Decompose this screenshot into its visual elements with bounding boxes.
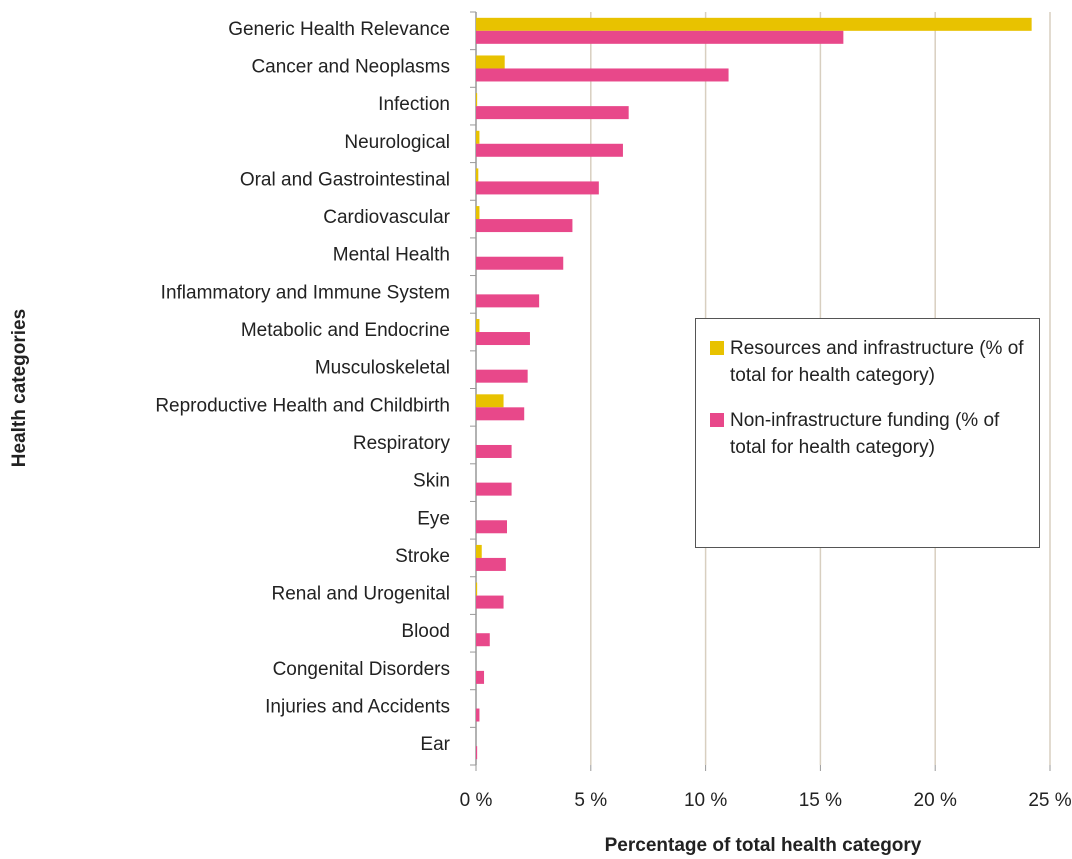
bar [476,544,482,558]
x-tick-label: 20 % [914,790,957,811]
bar [476,256,564,270]
y-tick-label: Blood [401,621,450,642]
y-axis-label: Health categories [9,309,30,467]
y-tick-label: Eye [417,508,450,529]
bar [476,407,525,421]
legend: Resources and infrastructure (% of total… [695,318,1040,548]
bar [476,168,479,182]
bar [476,93,478,107]
legend-swatch [710,413,724,427]
legend-entry: Non-infrastructure funding (% of total f… [710,407,1029,461]
bar [476,106,629,120]
x-tick-label: 0 % [460,790,493,811]
x-tick-label: 5 % [574,790,607,811]
bar [476,520,507,534]
legend-swatch [710,341,724,355]
y-tick-label: Musculoskeletal [315,358,450,379]
bar [476,444,512,458]
y-tick-label: Ear [420,734,450,755]
bar [476,746,478,760]
bar [476,68,729,82]
x-tick-label: 10 % [684,790,727,811]
x-tick-label: 25 % [1028,790,1071,811]
y-tick-label: Cancer and Neoplasms [251,56,450,77]
bar [476,369,528,383]
bar [476,143,623,157]
bar [476,294,540,308]
y-tick-label: Reproductive Health and Childbirth [155,395,450,416]
bar [476,595,504,609]
bar [476,206,480,220]
y-tick-label: Generic Health Relevance [228,19,450,40]
bar [476,219,573,233]
legend-label: Resources and infrastructure (% of total… [730,338,1024,386]
y-tick-label: Infection [378,94,450,115]
x-axis-label: Percentage of total health category [605,835,922,856]
bar [476,17,1032,31]
y-tick-label: Respiratory [353,433,451,454]
bar [476,708,480,722]
y-tick-label: Skin [413,471,450,492]
bar [476,332,530,346]
y-tick-label: Renal and Urogenital [271,584,450,605]
y-tick-label: Metabolic and Endocrine [241,320,450,341]
bar [476,670,485,684]
y-tick-label: Injuries and Accidents [265,697,450,718]
bar [476,319,480,333]
y-tick-label: Congenital Disorders [273,659,450,680]
bar [476,482,512,496]
bar [476,557,506,571]
bar [476,394,504,408]
bar [476,633,490,647]
x-tick-label: 15 % [799,790,842,811]
legend-label: Non-infrastructure funding (% of total f… [730,410,1000,458]
y-tick-label: Stroke [395,546,450,567]
y-tick-label: Neurological [344,132,450,153]
y-tick-label: Oral and Gastrointestinal [240,169,450,190]
bar [476,130,480,144]
y-tick-label: Inflammatory and Immune System [161,282,450,303]
y-tick-label: Mental Health [333,245,450,266]
legend-entry: Resources and infrastructure (% of total… [710,335,1029,389]
y-tick-label: Cardiovascular [323,207,450,228]
bar [476,30,844,44]
bar [476,181,599,195]
bar [476,582,478,596]
bar [476,55,505,69]
